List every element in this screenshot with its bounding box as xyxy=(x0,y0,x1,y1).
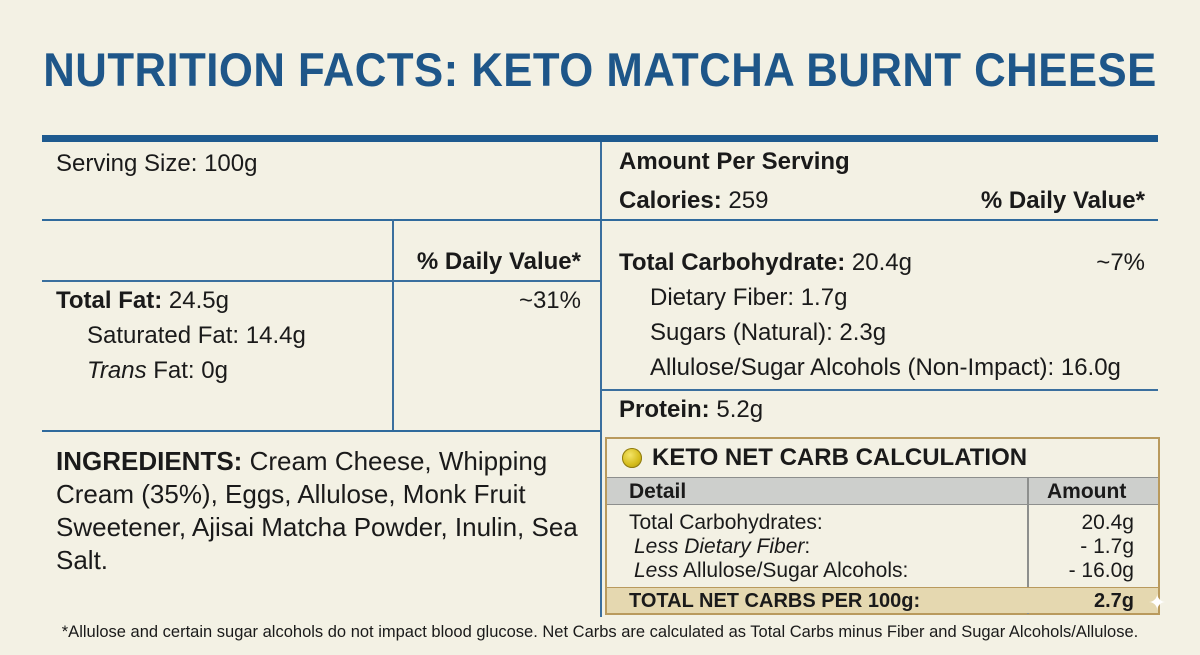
amount-per-serving: Amount Per Serving xyxy=(619,148,850,175)
allulose-sugar-alcohols: Allulose/Sugar Alcohols (Non-Impact): 16… xyxy=(650,354,1121,381)
top-rule xyxy=(42,135,1158,142)
ingredients: INGREDIENTS: Cream Cheese, Whipping Crea… xyxy=(56,445,586,577)
keto-col-amount: Amount xyxy=(1047,480,1127,503)
fat-section-divider xyxy=(42,430,600,432)
dv-header-divider xyxy=(42,280,600,282)
right-dv-header: % Daily Value* xyxy=(980,187,1145,214)
ingredients-label: INGREDIENTS: xyxy=(56,446,243,476)
carb-protein-divider xyxy=(600,389,1158,391)
keto-net-carb-box: KETO NET CARB CALCULATION Detail Amount … xyxy=(605,437,1160,615)
keto-row-total-carbs-value: 20.4g xyxy=(1081,511,1134,534)
total-carb-label: Total Carbohydrate: xyxy=(619,249,846,276)
ingredients-text: Cream Cheese, Whipping Cream (35%), Eggs… xyxy=(56,446,578,576)
keto-header: KETO NET CARB CALCULATION xyxy=(607,439,1158,477)
keto-total-row: TOTAL NET CARBS PER 100g: 2.7g xyxy=(607,587,1158,613)
sugars: Sugars (Natural): 2.3g xyxy=(650,319,887,346)
saturated-fat: Saturated Fat: 14.4g xyxy=(87,322,306,349)
calories-value: 259 xyxy=(728,187,769,214)
keto-row-allulose: Less Allulose/Sugar Alcohols: xyxy=(634,560,908,581)
trans-fat-rest: Fat: 0g xyxy=(153,357,228,384)
keto-row-fiber-rest: : xyxy=(804,535,811,558)
total-carb-dv: ~7% xyxy=(1096,249,1145,276)
sparkle-icon: ✦ xyxy=(1148,590,1167,615)
left-dv-header: % Daily Value* xyxy=(416,248,581,275)
trans-fat-row: Trans Fat: 0g xyxy=(87,357,228,386)
keto-row-fiber-italic: Less Dietary Fiber xyxy=(634,535,805,558)
keto-column-header: Detail Amount xyxy=(607,477,1158,505)
total-fat-row: Total Fat: 24.5g xyxy=(56,287,229,316)
trans-fat-italic: Trans xyxy=(87,357,147,384)
gold-circle-icon xyxy=(622,448,642,468)
keto-col-detail: Detail xyxy=(629,480,687,503)
page-title: NUTRITION FACTS: KETO MATCHA BURNT CHEES… xyxy=(43,43,1157,96)
keto-row-allulose-value: - 16.0g xyxy=(1068,559,1134,582)
total-fat-value: 24.5g xyxy=(168,287,229,314)
total-fat-dv: ~31% xyxy=(518,287,581,314)
keto-column-divider xyxy=(1027,477,1029,614)
total-fat-label: Total Fat: xyxy=(56,287,163,314)
protein-row: Protein: 5.2g xyxy=(619,396,763,425)
total-carb-value: 20.4g xyxy=(851,249,912,276)
calories-label: Calories: xyxy=(619,187,722,214)
keto-title: KETO NET CARB CALCULATION xyxy=(652,444,1028,471)
center-divider xyxy=(600,142,602,617)
serving-size: Serving Size: 100g xyxy=(56,150,258,177)
keto-total-value: 2.7g xyxy=(1093,590,1134,612)
dietary-fiber: Dietary Fiber: 1.7g xyxy=(650,284,848,311)
keto-row-fiber-value: - 1.7g xyxy=(1080,535,1134,558)
keto-row-allulose-italic: Less xyxy=(634,559,679,582)
keto-row-allulose-rest: Allulose/Sugar Alcohols: xyxy=(683,559,909,582)
serving-divider xyxy=(42,219,1158,221)
keto-row-total-carbs: Total Carbohydrates: xyxy=(629,511,823,534)
left-dv-divider xyxy=(392,219,394,430)
calories-row: Calories: 259 xyxy=(619,187,768,216)
total-carb-row: Total Carbohydrate: 20.4g xyxy=(619,249,912,278)
keto-total-label: TOTAL NET CARBS PER 100g: xyxy=(629,590,921,612)
keto-row-fiber: Less Dietary Fiber: xyxy=(634,536,810,557)
footnote: *Allulose and certain sugar alcohols do … xyxy=(61,623,1139,641)
protein-label: Protein: xyxy=(619,396,710,423)
protein-value: 5.2g xyxy=(716,396,764,423)
